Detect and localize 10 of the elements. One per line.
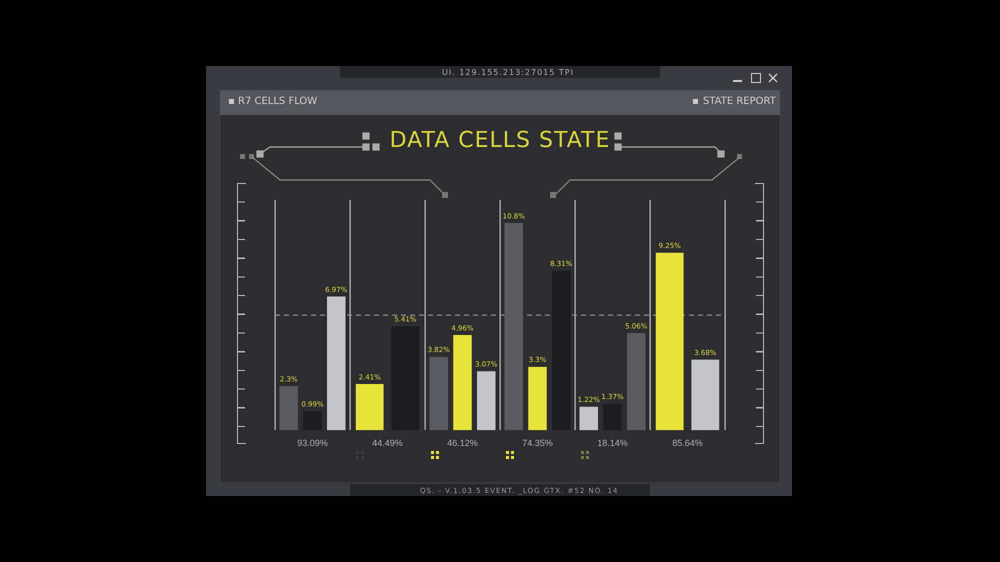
x-tick-label: 85.64% <box>672 438 703 448</box>
x-tick-label: 44.49% <box>372 438 403 448</box>
text: R7 CELLS FLOW <box>238 96 318 107</box>
x-tick-label: 18.14% <box>597 438 628 448</box>
text: STATE REPORT <box>703 96 776 107</box>
x-tick-label: 74.35% <box>522 438 553 448</box>
chart-title: DATA CELLS STATE <box>388 128 612 153</box>
x-tick-label: 46.12% <box>447 438 478 448</box>
x-tick-label: 93.09% <box>297 438 328 448</box>
text: UI. 129.155.213:27015 TPI <box>442 68 574 77</box>
